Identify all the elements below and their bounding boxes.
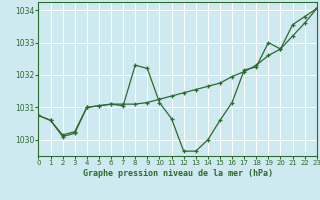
X-axis label: Graphe pression niveau de la mer (hPa): Graphe pression niveau de la mer (hPa) xyxy=(83,169,273,178)
